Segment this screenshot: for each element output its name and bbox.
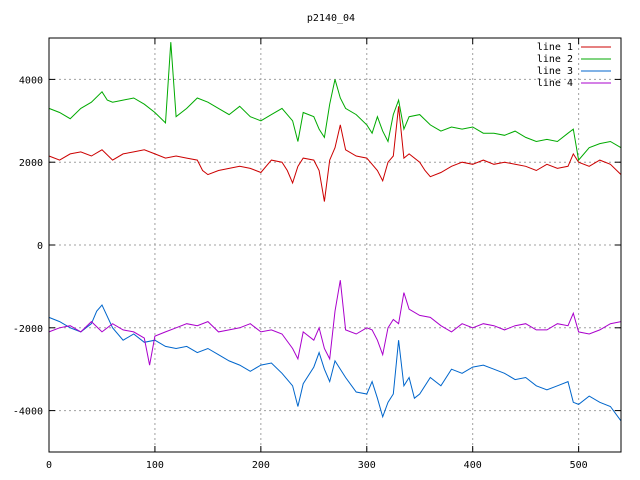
series-lines [48, 42, 622, 422]
axis-ticks: 0 100 200 300 400 500 -4000 -2000 0 2000 4000 [13, 38, 621, 471]
x-tick-label: 200 [252, 460, 270, 471]
y-tick-label: 2000 [19, 158, 43, 169]
y-tick-label: -4000 [13, 407, 43, 418]
x-tick-label: 300 [358, 460, 376, 471]
legend-label: line 3 [537, 66, 573, 77]
legend-label: line 1 [537, 42, 573, 53]
x-tick-label: 0 [46, 460, 52, 471]
series-line-1 [48, 106, 622, 202]
grid-lines [48, 38, 621, 452]
chart-title: p2140_04 [307, 13, 355, 24]
legend-label: line 4 [537, 78, 573, 89]
x-tick-label: 100 [146, 460, 164, 471]
y-tick-label: 4000 [19, 75, 43, 86]
series-line-2 [48, 42, 622, 162]
y-tick-label: 0 [37, 241, 43, 252]
y-tick-label: -2000 [13, 324, 43, 335]
series-line-4 [48, 280, 622, 366]
x-tick-label: 400 [464, 460, 482, 471]
legend-label: line 2 [537, 54, 573, 65]
x-tick-label: 500 [570, 460, 588, 471]
series-line-3 [48, 304, 622, 422]
